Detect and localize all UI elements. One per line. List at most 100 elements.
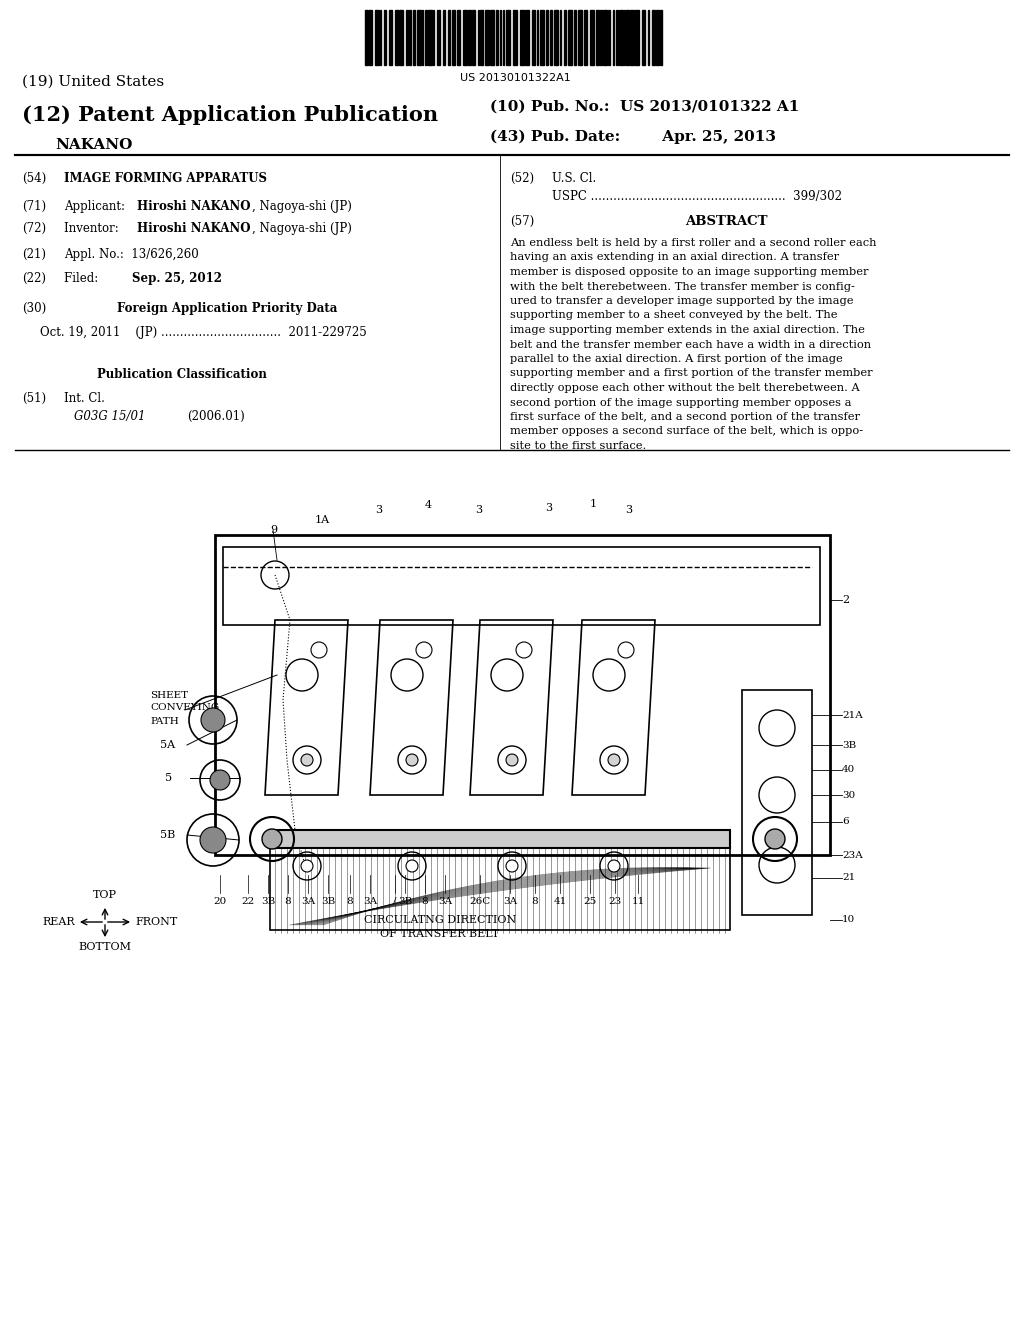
Text: 22: 22 — [242, 898, 255, 906]
Circle shape — [200, 828, 226, 853]
Text: Hiroshi NAKANO: Hiroshi NAKANO — [137, 222, 251, 235]
Text: first surface of the belt, and a second portion of the transfer: first surface of the belt, and a second … — [510, 412, 860, 422]
Text: 25: 25 — [584, 898, 597, 906]
Bar — [480, 11, 483, 65]
Bar — [630, 11, 634, 65]
Text: 5B: 5B — [160, 830, 175, 840]
Text: (12) Patent Application Publication: (12) Patent Application Publication — [22, 106, 438, 125]
Text: (30): (30) — [22, 302, 46, 315]
Bar — [496, 11, 498, 65]
Text: OF TRANSFER BELT: OF TRANSFER BELT — [381, 929, 500, 939]
Text: 5: 5 — [165, 774, 172, 783]
Text: ABSTRACT: ABSTRACT — [685, 215, 768, 228]
Text: directly oppose each other without the belt therebetween. A: directly oppose each other without the b… — [510, 383, 860, 393]
Text: Publication Classification: Publication Classification — [97, 368, 267, 381]
Bar — [463, 11, 467, 65]
Text: (54): (54) — [22, 172, 46, 185]
Text: 3A: 3A — [301, 898, 315, 906]
Circle shape — [210, 770, 230, 789]
Bar — [215, 535, 830, 855]
Text: CONVEYING: CONVEYING — [150, 704, 219, 713]
Text: 8: 8 — [347, 898, 353, 906]
Bar — [468, 11, 471, 65]
Bar — [590, 11, 594, 65]
Circle shape — [301, 754, 313, 766]
Bar — [417, 11, 421, 65]
Text: member opposes a second surface of the belt, which is oppo-: member opposes a second surface of the b… — [510, 426, 863, 437]
Circle shape — [506, 754, 518, 766]
Bar — [608, 11, 610, 65]
Circle shape — [406, 861, 418, 873]
Text: 20: 20 — [213, 898, 226, 906]
Bar — [742, 690, 812, 915]
Text: (51): (51) — [22, 392, 46, 405]
Bar — [540, 11, 544, 65]
Circle shape — [406, 754, 418, 766]
Text: (43) Pub. Date:        Apr. 25, 2013: (43) Pub. Date: Apr. 25, 2013 — [490, 129, 776, 144]
Bar — [620, 11, 623, 65]
Text: belt and the transfer member each have a width in a direction: belt and the transfer member each have a… — [510, 339, 871, 350]
Text: USPC ....................................................  399/302: USPC ...................................… — [552, 190, 842, 203]
Text: Int. Cl.: Int. Cl. — [63, 392, 104, 405]
Text: 5A: 5A — [160, 741, 175, 750]
Circle shape — [201, 708, 225, 733]
Bar — [652, 11, 655, 65]
Bar — [389, 11, 392, 65]
Bar — [472, 11, 475, 65]
Text: 11: 11 — [632, 898, 645, 906]
Bar — [452, 11, 455, 65]
Text: 21A: 21A — [842, 710, 863, 719]
Text: Sep. 25, 2012: Sep. 25, 2012 — [132, 272, 222, 285]
Bar — [270, 840, 730, 931]
Text: 3A: 3A — [503, 898, 517, 906]
Bar — [449, 11, 450, 65]
Bar — [596, 11, 599, 65]
Bar — [375, 11, 379, 65]
Bar — [513, 11, 517, 65]
Bar — [365, 11, 368, 65]
Text: (2006.01): (2006.01) — [187, 411, 245, 422]
Text: (10) Pub. No.:  US 2013/0101322 A1: (10) Pub. No.: US 2013/0101322 A1 — [490, 100, 800, 114]
Text: (52): (52) — [510, 172, 535, 185]
Circle shape — [765, 829, 785, 849]
Text: (22): (22) — [22, 272, 46, 285]
Text: image supporting member extends in the axial direction. The: image supporting member extends in the a… — [510, 325, 865, 335]
Text: /: / — [393, 898, 396, 906]
Text: Inventor:: Inventor: — [63, 222, 130, 235]
Text: 3: 3 — [625, 506, 632, 515]
Bar — [642, 11, 645, 65]
Text: 8: 8 — [531, 898, 539, 906]
Text: 1A: 1A — [315, 515, 330, 525]
Text: supporting member to a sheet conveyed by the belt. The: supporting member to a sheet conveyed by… — [510, 310, 838, 321]
Text: (71): (71) — [22, 201, 46, 213]
Text: ured to transfer a developer image supported by the image: ured to transfer a developer image suppo… — [510, 296, 853, 306]
Text: 6: 6 — [842, 817, 849, 826]
Bar — [546, 11, 548, 65]
Text: 23A: 23A — [842, 850, 863, 859]
Text: REAR: REAR — [42, 917, 75, 927]
Text: (72): (72) — [22, 222, 46, 235]
Bar — [660, 11, 662, 65]
Bar — [532, 11, 535, 65]
Bar — [406, 11, 408, 65]
Text: Foreign Application Priority Data: Foreign Application Priority Data — [117, 302, 337, 315]
Bar — [490, 11, 494, 65]
Circle shape — [301, 861, 313, 873]
Text: 21: 21 — [842, 874, 855, 883]
Bar — [384, 11, 386, 65]
Text: second portion of the image supporting member opposes a: second portion of the image supporting m… — [510, 397, 852, 408]
Text: supporting member and a first portion of the transfer member: supporting member and a first portion of… — [510, 368, 872, 379]
Text: BOTTOM: BOTTOM — [79, 942, 131, 952]
Text: 30: 30 — [842, 791, 855, 800]
Text: An endless belt is held by a first roller and a second roller each: An endless belt is held by a first rolle… — [510, 238, 877, 248]
Bar — [485, 11, 489, 65]
Text: 8: 8 — [285, 898, 291, 906]
Bar — [428, 11, 432, 65]
Text: CIRCULATNG DIRECTION: CIRCULATNG DIRECTION — [364, 915, 516, 925]
Text: US 20130101322A1: US 20130101322A1 — [460, 73, 570, 83]
Text: PATH: PATH — [150, 717, 179, 726]
Bar — [395, 11, 398, 65]
Text: 3B: 3B — [398, 898, 412, 906]
Text: 3B: 3B — [842, 741, 856, 750]
Text: U.S. Cl.: U.S. Cl. — [552, 172, 596, 185]
